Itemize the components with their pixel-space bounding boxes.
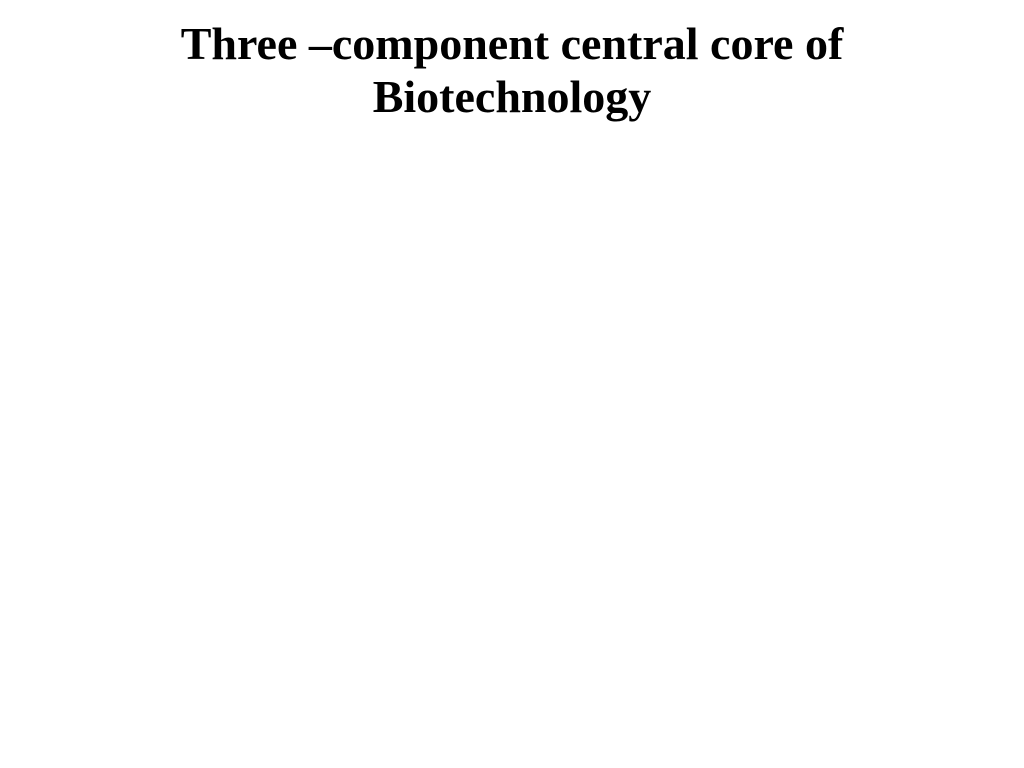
title-line-1: Three –component central core of [181,18,844,69]
slide-container: Three –component central core of Biotech… [0,0,1024,768]
title-line-2: Biotechnology [373,71,652,122]
slide-title: Three –component central core of Biotech… [0,18,1024,124]
